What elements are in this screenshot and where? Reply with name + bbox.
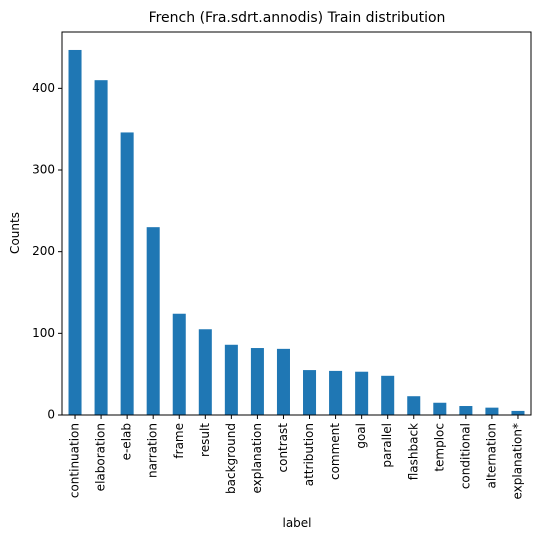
bar-elaboration: [94, 80, 108, 415]
x-tick-label: goal: [354, 423, 368, 449]
x-tick-label: explanation*: [510, 423, 524, 500]
bar-result: [198, 329, 212, 415]
x-tick-label: e-elab: [120, 423, 134, 460]
bar-comment: [329, 370, 343, 415]
bar-explanation*: [511, 410, 525, 415]
bar-attribution: [303, 370, 317, 415]
bar-conditional: [459, 406, 473, 415]
bar-background: [224, 344, 238, 415]
y-axis: 0 100 200 300 400: [32, 81, 62, 422]
x-tick-label: contrast: [276, 423, 290, 473]
bar-flashback: [407, 396, 421, 415]
y-axis-label: Counts: [8, 212, 22, 254]
x-tick-label: continuation: [68, 423, 82, 498]
x-tick-label: parallel: [380, 423, 394, 468]
y-tick-label: 100: [32, 326, 55, 340]
x-tick-label: flashback: [406, 423, 420, 480]
x-tick-label: alternation: [484, 423, 498, 488]
x-tick-label: comment: [328, 423, 342, 480]
x-axis-label: label: [282, 516, 311, 530]
x-tick-label: conditional: [458, 423, 472, 489]
bar-temploc: [433, 402, 447, 415]
x-tick-label: frame: [172, 423, 186, 459]
x-tick-label: explanation: [250, 423, 264, 494]
y-tick-label: 300: [32, 163, 55, 177]
bar-alternation: [485, 407, 499, 415]
y-tick-label: 0: [47, 408, 55, 422]
x-tick-label: background: [224, 423, 238, 494]
bar-goal: [355, 371, 369, 415]
bar-continuation: [68, 49, 82, 416]
bar-parallel: [381, 375, 395, 415]
y-tick-label: 400: [32, 81, 55, 95]
x-tick-label: attribution: [302, 423, 316, 486]
x-tick-label: elaboration: [94, 423, 108, 491]
bar-e-elab: [120, 132, 134, 416]
bar-narration: [146, 227, 160, 415]
bars-group: [68, 49, 525, 416]
bar-contrast: [276, 348, 290, 415]
bar-explanation: [250, 348, 264, 415]
chart-title: French (Fra.sdrt.annodis) Train distribu…: [149, 10, 446, 26]
x-tick-label: result: [198, 423, 212, 457]
bar-frame: [172, 313, 186, 415]
y-tick-label: 200: [32, 244, 55, 258]
x-axis: continuation elaboration e-elab narration fr…: [68, 415, 524, 500]
plot-frame: [61, 31, 532, 416]
x-tick-label: temploc: [432, 423, 446, 472]
x-tick-label: narration: [146, 423, 160, 478]
